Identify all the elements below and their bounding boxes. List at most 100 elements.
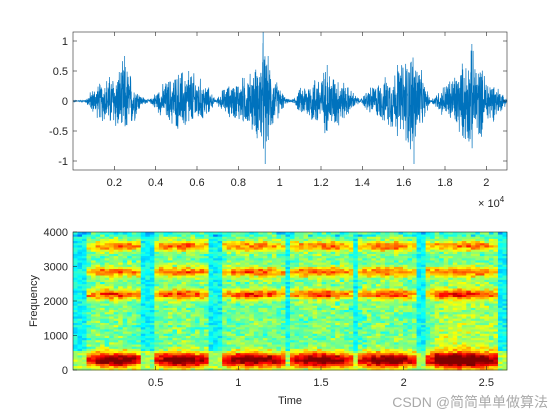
spectrogram-cell bbox=[357, 296, 363, 300]
spectrogram-cell bbox=[253, 344, 259, 347]
spectrogram-cell bbox=[73, 311, 78, 315]
spectrogram-cell bbox=[240, 331, 246, 334]
spectrogram-cell bbox=[235, 236, 241, 239]
spectrogram-cell bbox=[109, 316, 115, 319]
spectrogram-cell bbox=[86, 285, 92, 289]
spectrogram-cell bbox=[149, 335, 155, 339]
spectrogram-cell bbox=[136, 285, 142, 289]
spectrogram-cell bbox=[91, 303, 96, 306]
spectrogram-cell bbox=[204, 281, 210, 285]
spectrogram-cell bbox=[326, 275, 332, 278]
spectrogram-cell bbox=[271, 348, 277, 351]
spectrogram-cell bbox=[226, 292, 232, 295]
spectrogram-cell bbox=[104, 281, 110, 285]
spectrogram-cell bbox=[208, 316, 214, 319]
spectrogram-cell bbox=[249, 285, 255, 289]
spectrogram-cell bbox=[339, 251, 345, 254]
spectrogram-cell bbox=[167, 344, 173, 347]
spectrogram-cell bbox=[118, 283, 124, 287]
spectrogram-cell bbox=[258, 251, 264, 254]
spectrogram-cell bbox=[154, 247, 160, 250]
spectrogram-cell bbox=[204, 352, 210, 356]
spectrogram-cell bbox=[290, 285, 295, 289]
spectrogram-cell bbox=[213, 294, 219, 298]
spectrogram-cell bbox=[290, 339, 295, 343]
spectrogram-cell bbox=[226, 238, 232, 242]
spectrogram-cell bbox=[380, 251, 386, 254]
spectrogram-cell bbox=[330, 322, 336, 326]
spectrogram-cell bbox=[348, 294, 354, 298]
spectrogram-cell bbox=[398, 354, 404, 358]
spectrogram-cell bbox=[95, 357, 101, 360]
spectrogram-cell bbox=[384, 244, 390, 248]
spectrogram-cell bbox=[231, 367, 237, 371]
spectrogram-cell bbox=[104, 322, 110, 326]
spectrogram-cell bbox=[375, 309, 381, 313]
spectrogram-cell bbox=[213, 311, 219, 315]
spectrogram-cell bbox=[317, 339, 323, 343]
spectrogram-cell bbox=[231, 281, 237, 285]
spectrogram-cell bbox=[366, 305, 372, 308]
spectrogram-cell bbox=[375, 290, 381, 293]
spectrogram-cell bbox=[253, 339, 259, 343]
spectrogram-cell bbox=[145, 333, 151, 336]
spectrogram-cell bbox=[91, 234, 96, 237]
spectrogram-cell bbox=[357, 318, 363, 321]
spectrogram-cell bbox=[389, 268, 395, 272]
spectrogram-cell bbox=[136, 359, 142, 362]
spectrogram-cell bbox=[271, 339, 277, 343]
spectrogram-cell bbox=[213, 361, 219, 364]
spectrogram-cell bbox=[267, 320, 273, 323]
spectrogram-cell bbox=[290, 316, 295, 319]
spectrogram-cell bbox=[276, 298, 282, 302]
spectrogram-cell bbox=[167, 301, 173, 304]
spectrogram-cell bbox=[131, 359, 137, 362]
spectrogram-cell bbox=[362, 357, 368, 360]
spectrogram-cell bbox=[163, 285, 169, 289]
spectrogram-cell bbox=[326, 264, 332, 267]
spectrogram-cell bbox=[412, 311, 417, 315]
spectrogram-cell bbox=[335, 339, 341, 343]
spectrogram-cell bbox=[416, 247, 422, 250]
spectrogram-cell bbox=[321, 359, 327, 362]
spectrogram-cell bbox=[348, 260, 354, 263]
spectrogram-cell bbox=[366, 285, 372, 289]
spectrogram-cell bbox=[393, 272, 399, 276]
spectrogram-cell bbox=[145, 301, 151, 304]
spectrogram-cell bbox=[294, 253, 300, 257]
spectrogram-cell bbox=[375, 247, 381, 250]
spectrogram-cell bbox=[262, 318, 268, 321]
spectrogram-cell bbox=[303, 363, 309, 367]
spectrogram-cell bbox=[353, 359, 359, 362]
spectrogram-cell bbox=[113, 326, 119, 330]
spectrogram-cell bbox=[204, 292, 210, 295]
spectrogram-cell bbox=[172, 266, 178, 270]
spectrogram-cell bbox=[163, 236, 169, 239]
spectrogram-cell bbox=[271, 240, 277, 244]
spectrogram-cell bbox=[149, 290, 155, 293]
spectrogram-cell bbox=[100, 253, 106, 257]
spectrogram-cell bbox=[294, 262, 300, 265]
spectrogram-cell bbox=[398, 240, 404, 244]
spectrogram-cell bbox=[412, 352, 417, 356]
spectrogram-cell bbox=[113, 333, 119, 336]
spectrogram-cell bbox=[118, 318, 124, 321]
spectrogram-cell bbox=[149, 331, 155, 334]
spectrogram-cell bbox=[262, 262, 268, 265]
spectrogram-cell bbox=[389, 253, 395, 257]
spectrogram-cell bbox=[167, 266, 173, 270]
spectrogram-cell bbox=[226, 305, 232, 308]
spectrogram-cell bbox=[280, 238, 286, 242]
spectrogram-cell bbox=[308, 285, 313, 289]
spectrogram-cell bbox=[213, 292, 219, 295]
spectrogram-cell bbox=[271, 344, 277, 347]
spectrogram-cell bbox=[91, 283, 96, 287]
spectrogram-cell bbox=[253, 264, 259, 267]
spectrogram-cell bbox=[113, 363, 119, 367]
spectrogram-cell bbox=[208, 313, 214, 317]
spectrogram-cell bbox=[95, 363, 101, 367]
spectrogram-cell bbox=[285, 361, 291, 364]
spectrogram-cell bbox=[339, 257, 345, 261]
spectrogram-cell bbox=[280, 333, 286, 336]
spectrogram-cell bbox=[213, 333, 219, 336]
